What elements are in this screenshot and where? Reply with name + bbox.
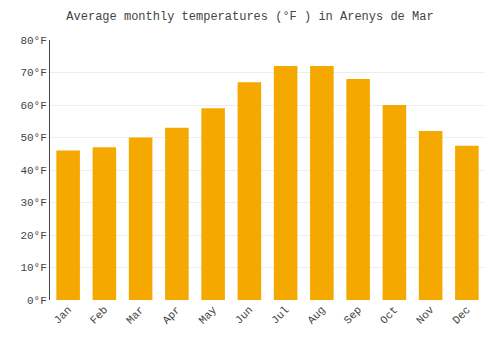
svg-text:Jul: Jul [269, 304, 291, 326]
svg-text:Oct: Oct [378, 304, 400, 326]
svg-text:60°F: 60°F [20, 100, 46, 112]
svg-text:May: May [197, 304, 220, 327]
svg-text:20°F: 20°F [20, 230, 46, 242]
svg-text:Aug: Aug [305, 304, 327, 326]
svg-text:Average monthly temperatures (: Average monthly temperatures (°F ) in Ar… [66, 10, 433, 24]
svg-text:Mar: Mar [124, 304, 146, 326]
svg-text:Apr: Apr [160, 304, 182, 326]
svg-text:30°F: 30°F [20, 197, 46, 209]
svg-text:40°F: 40°F [20, 165, 46, 177]
svg-text:80°F: 80°F [20, 35, 46, 47]
svg-text:Jun: Jun [233, 304, 255, 326]
svg-text:70°F: 70°F [20, 67, 46, 79]
svg-text:Dec: Dec [450, 304, 472, 326]
svg-text:0°F: 0°F [27, 295, 47, 307]
svg-text:Jan: Jan [52, 304, 74, 326]
svg-text:Sep: Sep [342, 304, 364, 326]
svg-text:Feb: Feb [88, 304, 110, 326]
svg-text:10°F: 10°F [20, 262, 46, 274]
svg-text:50°F: 50°F [20, 132, 46, 144]
svg-text:Nov: Nov [414, 304, 437, 327]
